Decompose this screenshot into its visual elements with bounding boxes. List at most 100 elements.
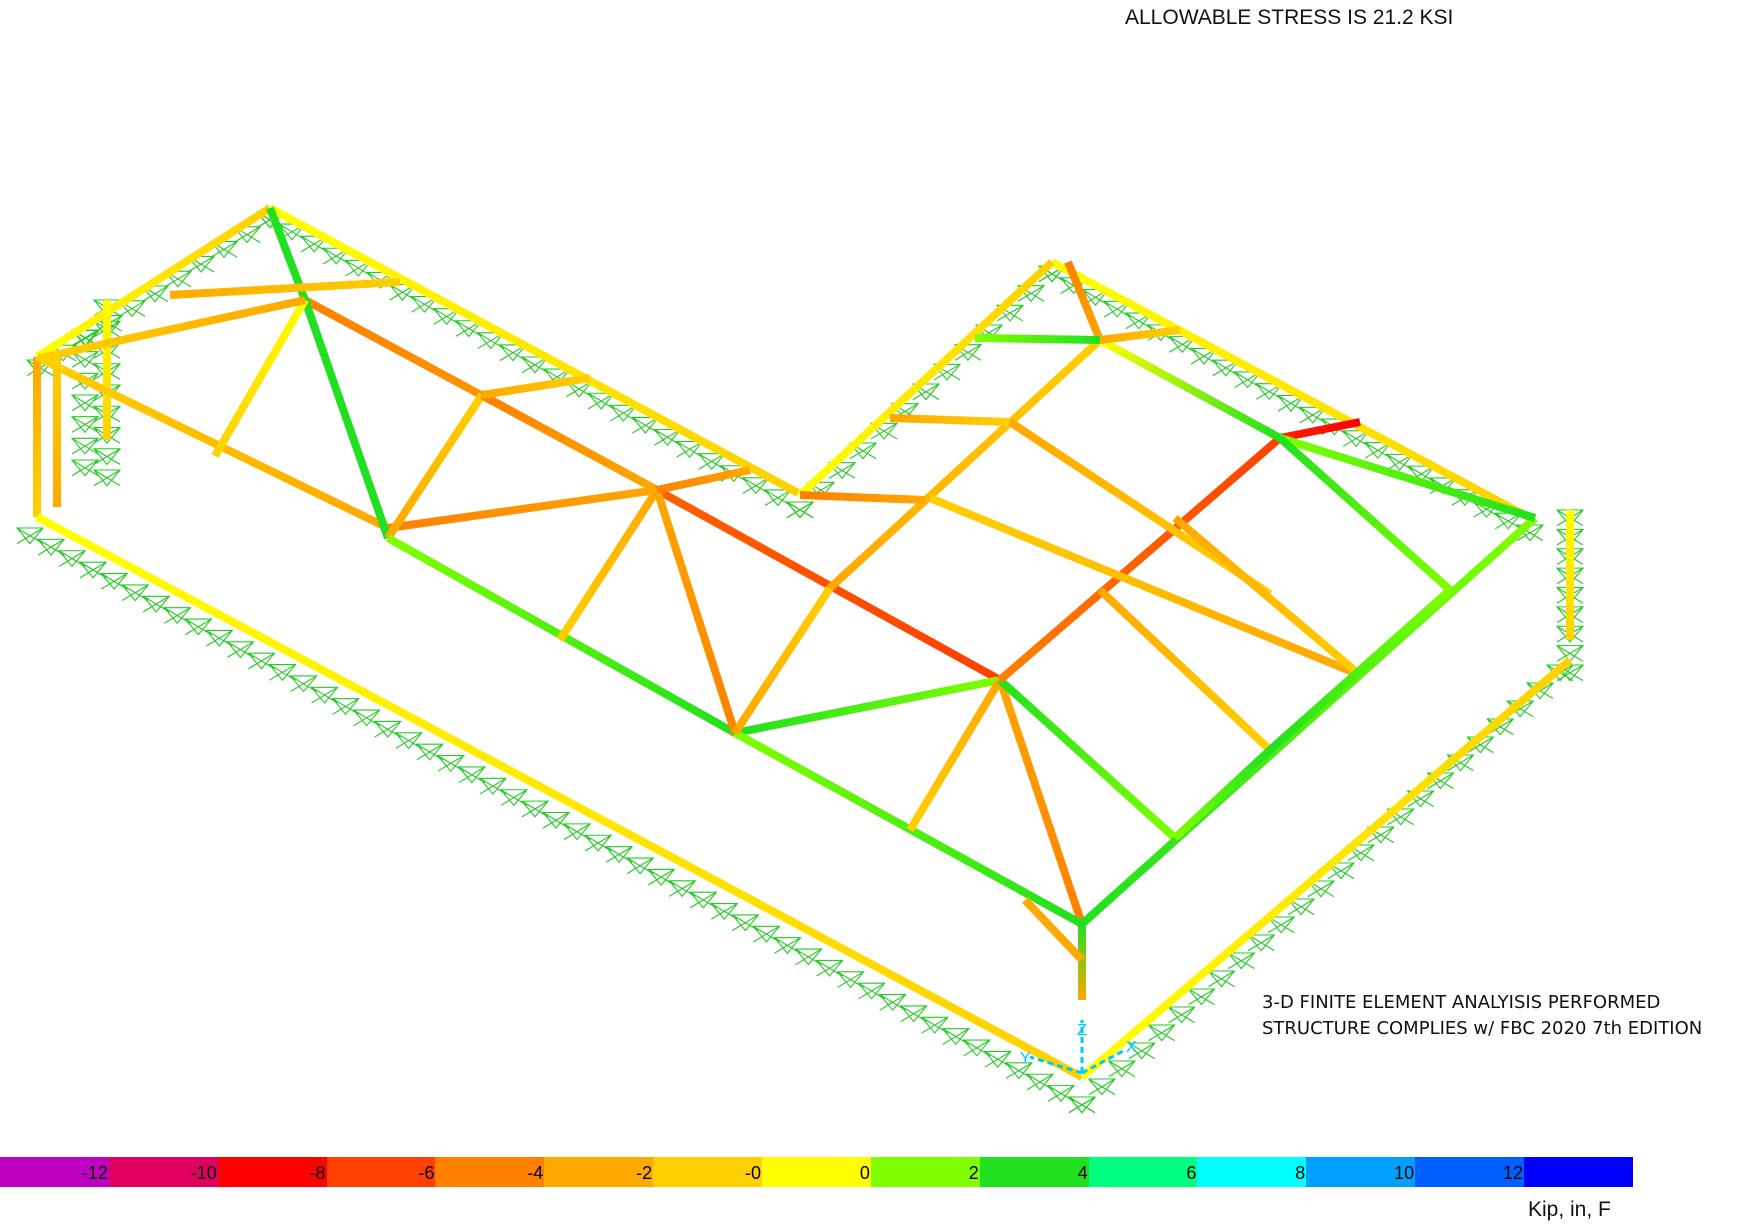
legend-segment: 8.3 [1197, 1157, 1320, 1187]
support-symbol [983, 1050, 1013, 1068]
member-layer [33, 204, 1574, 1081]
frame-member [34, 204, 273, 361]
frame-member [996, 678, 1086, 926]
analysis-note-line-2: STRUCTURE COMPLIES w/ FBC 2020 7th EDITI… [1262, 1018, 1703, 1039]
frame-member [1079, 656, 1573, 1081]
support-symbol [710, 902, 739, 920]
support-symbol [625, 857, 655, 875]
support-symbol [163, 607, 192, 625]
support-symbol [247, 652, 276, 670]
support-symbol [899, 1005, 928, 1023]
frame-member [1172, 747, 1273, 841]
support-symbol [478, 777, 508, 795]
support-symbol [941, 1028, 970, 1046]
legend-segment: 4.6 [979, 1157, 1103, 1187]
support-symbol [583, 834, 613, 852]
frame-member [653, 488, 739, 735]
support-symbol [268, 664, 297, 682]
axis-y-label: Y [1020, 1050, 1031, 1067]
support-symbol [920, 1016, 949, 1034]
support-symbol [1046, 1085, 1076, 1103]
axis-x-label: X [1126, 1039, 1137, 1056]
frame-member [169, 278, 401, 299]
support-symbol [394, 732, 423, 750]
support-symbol [289, 675, 318, 693]
support-symbol [1555, 645, 1585, 663]
support-symbol [436, 755, 465, 773]
allowable-stress-heading: ALLOWABLE STRESS IS 21.2 KSI [1125, 6, 1454, 29]
axis-x-line [1081, 1048, 1126, 1075]
frame-member [1097, 587, 1273, 753]
support-symbol [1147, 1024, 1176, 1042]
support-symbol [373, 720, 402, 738]
support-symbol [70, 394, 100, 412]
legend-segment: 2.8 [870, 1157, 994, 1187]
frame-member [480, 391, 659, 494]
support-symbol [92, 448, 122, 466]
support-symbol [520, 800, 550, 818]
support-symbol [962, 1039, 991, 1057]
frame-member [481, 374, 591, 399]
frame-member [827, 337, 1103, 591]
support-symbol [1207, 970, 1236, 988]
legend-segment: 0.9 [762, 1157, 885, 1187]
frame-member [1064, 260, 1104, 342]
support-symbol [99, 572, 129, 590]
support-symbol [457, 766, 487, 784]
support-symbol [794, 948, 823, 966]
frame-member [1172, 514, 1363, 679]
axis-triad: Z Y X [1020, 1020, 1137, 1075]
legend-segment: 10.2 [1306, 1157, 1429, 1187]
frame-member [656, 466, 751, 494]
support-symbol [70, 437, 100, 455]
frame-member [974, 334, 1101, 344]
frame-member [211, 298, 309, 458]
frame-member [1050, 258, 1532, 522]
frame-member [731, 585, 834, 736]
support-symbol [15, 527, 45, 545]
frame-member [556, 487, 661, 643]
support-symbol [121, 584, 150, 602]
support-symbol [142, 595, 171, 613]
analysis-note-line-1: 3-D FINITE ELEMENT ANALYISIS PERFORMED [1262, 992, 1661, 1013]
support-symbol [752, 925, 781, 943]
frame-member [797, 259, 1055, 498]
axis-y-line [1029, 1055, 1083, 1075]
frame-member [387, 486, 658, 532]
legend-segment: -8.3 [217, 1157, 341, 1187]
axis-z-label: Z [1077, 1022, 1087, 1039]
support-symbol [731, 914, 760, 932]
support-symbol [1067, 1096, 1097, 1114]
support-symbol [562, 823, 592, 841]
frame-member [1278, 434, 1537, 522]
support-symbol [1025, 1073, 1055, 1091]
support-symbol [1004, 1062, 1034, 1080]
support-symbol [499, 789, 529, 807]
frame-member [889, 414, 1011, 426]
support-symbol [1266, 916, 1296, 934]
frame-member [1098, 336, 1282, 442]
support-symbol [647, 868, 676, 886]
legend-segment: -12.0 [0, 1157, 123, 1187]
frame-member [1022, 897, 1085, 963]
legend-segment: -6.5 [326, 1157, 449, 1187]
legend-segment: 12.0 [1415, 1157, 1538, 1187]
support-symbol [57, 550, 87, 568]
support-symbol [631, 416, 660, 434]
support-symbol [763, 489, 793, 507]
frame-member [928, 494, 1362, 679]
legend-segment: -4.6 [435, 1157, 558, 1187]
frame-member [384, 392, 486, 541]
support-symbol [1107, 1060, 1137, 1078]
support-lattice [15, 527, 1097, 1114]
support-lattice [785, 265, 1067, 519]
frame-member [997, 434, 1283, 684]
support-symbol [689, 891, 718, 909]
frame-member [799, 491, 926, 504]
frame-member [1277, 435, 1453, 593]
support-symbol [653, 428, 682, 446]
support-symbol [184, 618, 213, 636]
frame-member [268, 204, 800, 497]
units-label: Kip, in, F [1528, 1198, 1611, 1221]
